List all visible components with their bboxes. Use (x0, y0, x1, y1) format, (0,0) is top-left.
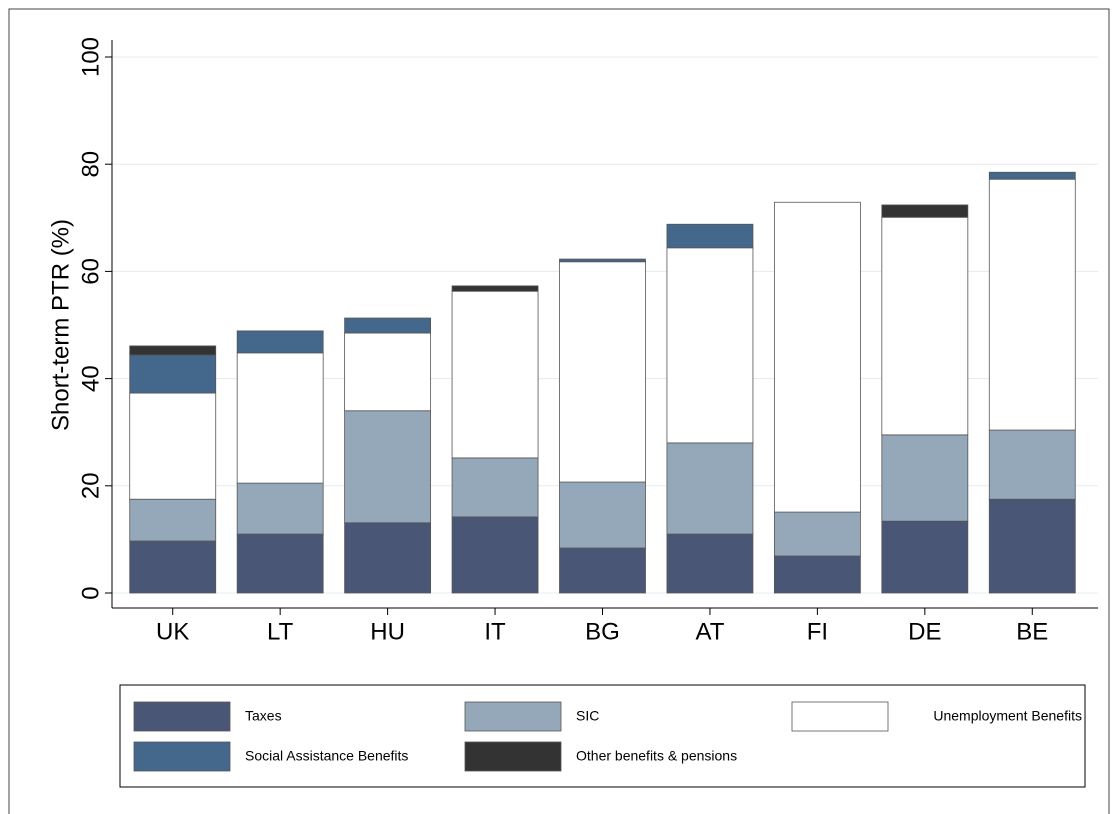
legend-label: Other benefits & pensions (576, 748, 737, 764)
y-tick-label: 0 (77, 586, 104, 599)
legend-swatch (464, 701, 562, 732)
y-tick-label: 20 (77, 472, 104, 499)
x-tick-label: BG (585, 618, 620, 645)
x-tick-label: UK (156, 618, 189, 645)
frame (8, 8, 1110, 814)
bar-segment (451, 516, 539, 594)
y-tick-label: 80 (77, 151, 104, 178)
y-tick-label: 40 (77, 365, 104, 392)
y-tick-label: 60 (77, 258, 104, 285)
legend-label: Taxes (245, 708, 282, 724)
bar-segment (451, 285, 539, 292)
bar-segment (666, 247, 754, 444)
bar-segment (129, 354, 217, 394)
y-axis-label: Short-term PTR (%) (47, 219, 74, 431)
x-tick-label: AT (695, 618, 724, 645)
legend-label: SIC (576, 708, 599, 724)
legend-label: Social Assistance Benefits (245, 748, 408, 764)
bar-segment (666, 533, 754, 594)
bar-segment (666, 442, 754, 535)
bar-segment (129, 392, 217, 500)
bar-segment (988, 171, 1076, 180)
bar-segment (988, 178, 1076, 431)
legend-swatch (133, 741, 231, 772)
x-tick-label: IT (484, 618, 506, 645)
bar-segment (988, 498, 1076, 594)
x-tick-label: LT (267, 618, 294, 645)
legend-box (119, 684, 1086, 788)
legend-swatch (464, 741, 562, 772)
x-tick-label: BE (1016, 618, 1048, 645)
bar-segment (129, 540, 217, 594)
x-tick-label: DE (908, 618, 941, 645)
bar-segment (344, 332, 432, 412)
bar-segment (344, 317, 432, 334)
bar-segment (236, 533, 324, 594)
bar-segment (236, 352, 324, 484)
bar-segment (666, 223, 754, 249)
bar-segment (881, 434, 969, 522)
bar-segment (451, 290, 539, 459)
legend-swatch (133, 701, 231, 732)
bar-segment (344, 410, 432, 524)
bar-segment (559, 261, 646, 483)
bar-segment (773, 511, 861, 557)
bar-segment (559, 481, 646, 549)
bar-segment (773, 201, 861, 513)
bar-segment (129, 345, 217, 356)
bar-segment (559, 547, 646, 594)
bar-segment (559, 258, 646, 263)
legend-swatch (791, 701, 889, 732)
bar-segment (773, 555, 861, 594)
bar-segment (988, 429, 1076, 500)
bar-segment (451, 457, 539, 518)
bar-segment (881, 204, 969, 218)
bar-segment (881, 216, 969, 436)
y-tick-label: 100 (77, 37, 104, 77)
x-tick-label: FI (807, 618, 828, 645)
bar-segment (881, 520, 969, 594)
bar-segment (129, 498, 217, 542)
bar-segment (236, 482, 324, 535)
x-tick-label: HU (370, 618, 405, 645)
legend-label: Unemployment Benefits (933, 708, 1082, 724)
bar-segment (236, 330, 324, 354)
bar-segment (344, 522, 432, 594)
